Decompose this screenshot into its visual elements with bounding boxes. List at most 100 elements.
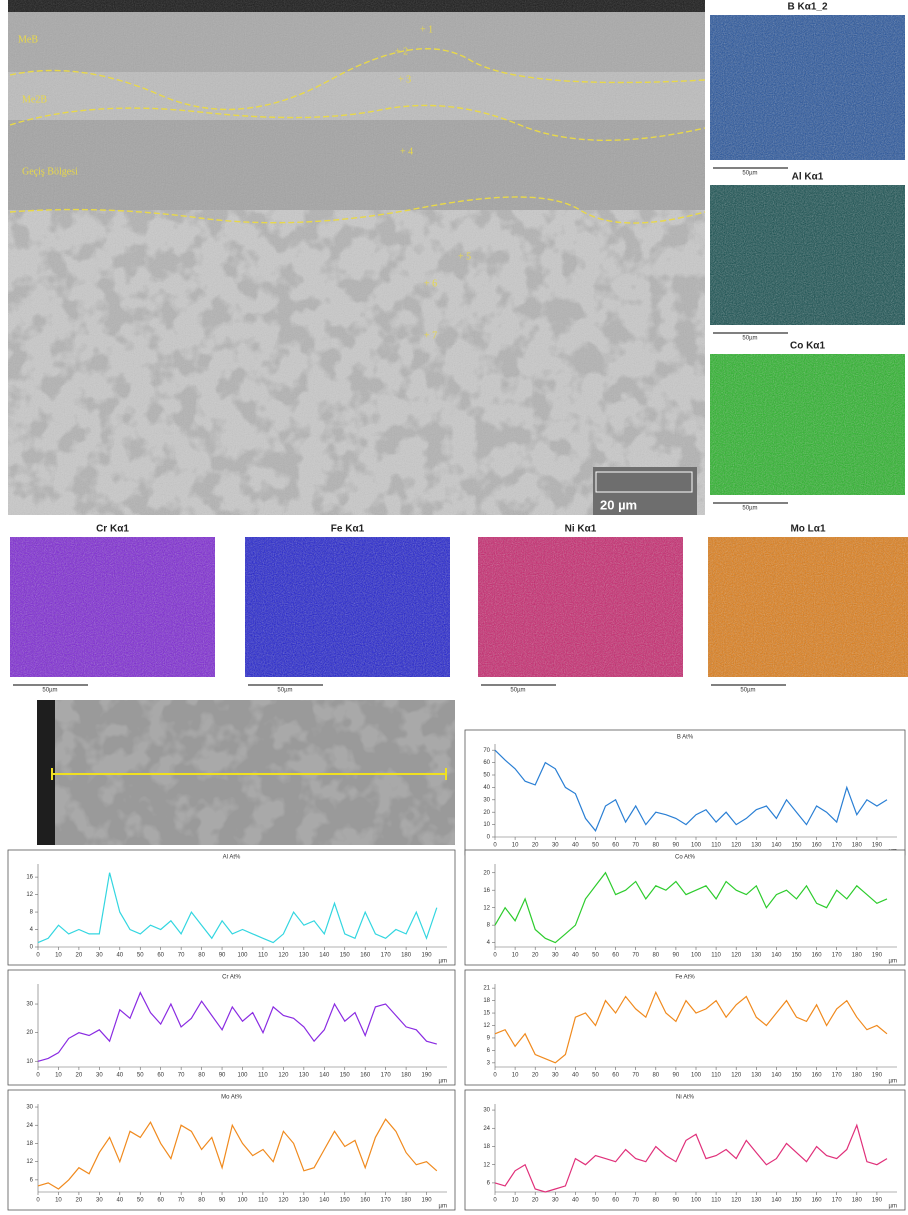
x-axis-label: µm	[439, 1204, 447, 1210]
x-tick-label: 30	[552, 1198, 559, 1204]
x-tick-label: 150	[791, 953, 802, 959]
x-tick-label: 80	[198, 1073, 205, 1079]
y-tick-label: 18	[483, 998, 490, 1004]
x-tick-label: 20	[76, 953, 83, 959]
x-axis-label: µm	[889, 959, 897, 965]
scale-label: 50µm	[277, 688, 292, 694]
x-tick-label: 90	[673, 843, 680, 849]
x-tick-label: 160	[812, 1198, 823, 1204]
x-tick-label: 100	[691, 1198, 702, 1204]
point-label: + 1	[420, 24, 433, 35]
x-tick-label: 70	[178, 953, 185, 959]
x-tick-label: 150	[791, 1073, 802, 1079]
x-tick-label: 40	[572, 1198, 579, 1204]
x-axis-label: µm	[439, 1079, 447, 1085]
x-tick-label: 140	[771, 1073, 782, 1079]
x-tick-label: 20	[532, 953, 539, 959]
x-tick-label: 50	[137, 1073, 144, 1079]
y-tick-label: 20	[483, 810, 490, 816]
x-tick-label: 70	[178, 1073, 185, 1079]
x-tick-label: 50	[592, 1073, 599, 1079]
phase-label: Me2B	[22, 94, 47, 105]
x-tick-label: 110	[711, 953, 721, 959]
x-tick-label: 190	[872, 953, 883, 959]
map-noise	[710, 185, 905, 325]
x-tick-label: 130	[751, 953, 762, 959]
x-tick-label: 150	[340, 1198, 351, 1204]
x-tick-label: 50	[137, 953, 144, 959]
x-tick-label: 50	[592, 843, 599, 849]
point-label: + 5	[458, 251, 471, 262]
map-title: Co Kα1	[790, 341, 825, 352]
x-tick-label: 70	[632, 1198, 639, 1204]
y-tick-label: 21	[483, 986, 490, 992]
x-tick-label: 20	[532, 843, 539, 849]
point-label: + 7	[424, 330, 437, 341]
chart-title: Mo At%	[221, 1095, 242, 1101]
x-tick-label: 130	[751, 1198, 762, 1204]
chart-title: Ni At%	[676, 1095, 695, 1101]
x-tick-label: 100	[237, 953, 248, 959]
x-tick-label: 140	[319, 953, 330, 959]
x-tick-label: 80	[652, 1198, 659, 1204]
x-tick-label: 120	[278, 1073, 289, 1079]
x-tick-label: 120	[731, 1198, 742, 1204]
x-tick-label: 170	[381, 1073, 392, 1079]
y-tick-label: 20	[483, 870, 490, 876]
x-tick-label: 80	[198, 1198, 205, 1204]
x-tick-label: 160	[360, 1198, 371, 1204]
figure: MeB Me2B Geçiş Bölgesi + 1 + 2 + 3 + 4 +…	[0, 0, 908, 1215]
map-title: Mo Lα1	[790, 524, 825, 535]
x-tick-label: 100	[691, 953, 702, 959]
y-tick-label: 12	[26, 1159, 33, 1165]
x-tick-label: 30	[552, 953, 559, 959]
x-tick-label: 140	[319, 1073, 330, 1079]
x-tick-label: 70	[178, 1198, 185, 1204]
x-tick-label: 80	[198, 953, 205, 959]
x-tick-label: 40	[572, 843, 579, 849]
x-tick-label: 90	[673, 953, 680, 959]
x-tick-label: 130	[751, 843, 762, 849]
x-tick-label: 10	[512, 953, 519, 959]
chart-title: B At%	[677, 735, 694, 741]
x-tick-label: 70	[632, 843, 639, 849]
x-tick-label: 60	[157, 953, 164, 959]
x-tick-label: 40	[116, 1198, 123, 1204]
x-tick-label: 40	[572, 953, 579, 959]
y-tick-label: 18	[26, 1141, 33, 1147]
x-tick-label: 120	[278, 1198, 289, 1204]
chart-frame	[465, 730, 905, 855]
map-title: Fe Kα1	[331, 524, 365, 535]
y-tick-label: 10	[26, 1059, 33, 1065]
x-tick-label: 180	[852, 843, 863, 849]
map-title: Ni Kα1	[565, 524, 597, 535]
point-label: + 2	[395, 46, 408, 57]
x-tick-label: 160	[812, 1073, 823, 1079]
scale-label: 50µm	[742, 336, 757, 342]
phase-label: MeB	[18, 34, 38, 45]
x-tick-label: 90	[219, 1198, 226, 1204]
x-tick-label: 150	[340, 1073, 351, 1079]
map-noise	[10, 537, 215, 677]
scale-label: 50µm	[740, 688, 755, 694]
map-title: Al Kα1	[792, 172, 824, 183]
y-tick-label: 12	[483, 1162, 490, 1168]
phase-label: Geçiş Bölgesi	[22, 166, 78, 177]
x-tick-label: 180	[401, 1198, 412, 1204]
sem-image	[8, 0, 705, 515]
x-tick-label: 10	[55, 1073, 62, 1079]
x-tick-label: 30	[96, 1198, 103, 1204]
x-tick-label: 100	[237, 1198, 248, 1204]
x-tick-label: 60	[612, 843, 619, 849]
x-tick-label: 140	[771, 1198, 782, 1204]
chart-title: Cr At%	[222, 975, 241, 981]
x-tick-label: 60	[157, 1198, 164, 1204]
chart-frame	[8, 970, 455, 1085]
y-tick-label: 30	[26, 1002, 33, 1008]
x-tick-label: 80	[652, 843, 659, 849]
x-tick-label: 150	[791, 1198, 802, 1204]
y-tick-label: 12	[483, 905, 490, 911]
x-tick-label: 30	[552, 1073, 559, 1079]
x-tick-label: 60	[612, 953, 619, 959]
x-tick-label: 110	[258, 953, 268, 959]
